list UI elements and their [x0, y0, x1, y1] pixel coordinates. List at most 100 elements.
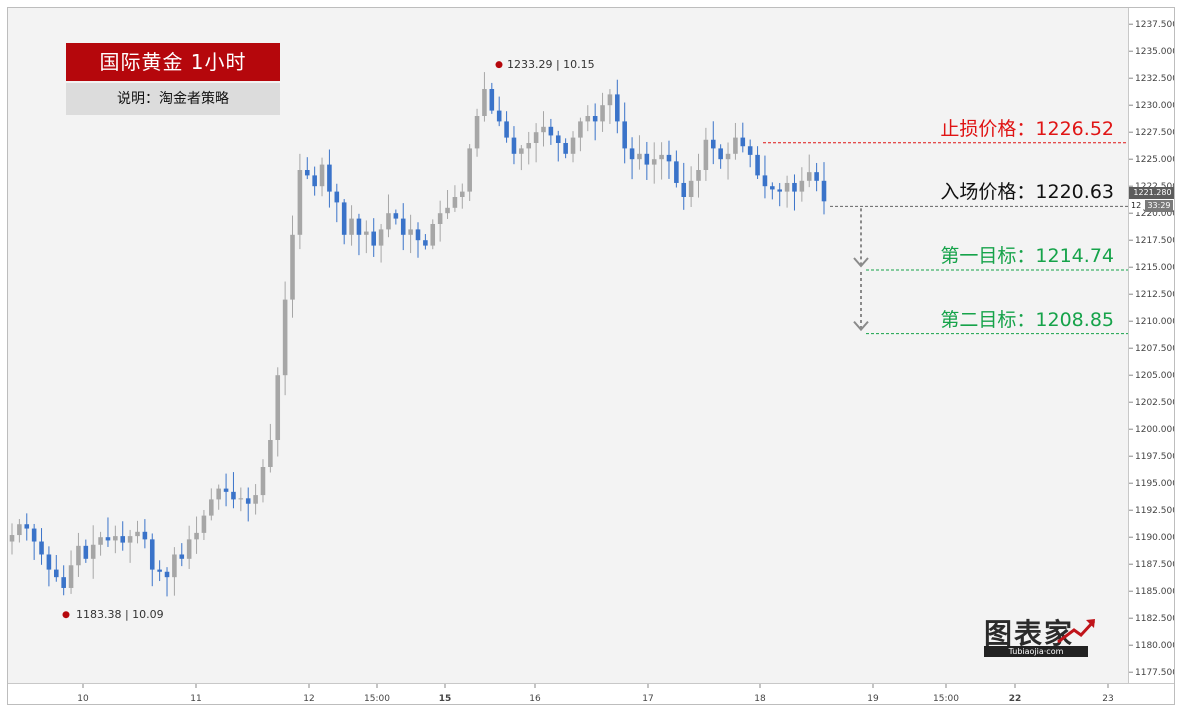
chart-frame: 国际黄金 1小时 说明：淘金者策略 止损价格：1226.52 入场价格：1220… [7, 7, 1175, 705]
candle-body [526, 143, 532, 149]
price-axis-ticks: 1237.500 1235.000 1232.500 1230.000 1227.500… [1129, 20, 1175, 678]
level-lines [763, 142, 1128, 335]
candle-body [231, 491, 236, 500]
price-tick-label: 1215.000 [1135, 263, 1175, 273]
time-tick-label: 19 [867, 694, 879, 704]
candle-body [386, 213, 391, 230]
candle-body [511, 137, 517, 154]
candle-body [762, 175, 768, 187]
candle-body [76, 545, 81, 566]
price-tick-label: 1222.500 [1135, 182, 1175, 192]
candle-body [770, 186, 775, 190]
candle-body [415, 229, 421, 241]
candle-body [629, 148, 635, 160]
candle-body [437, 213, 443, 224]
price-markers [62, 61, 503, 619]
candle-body [659, 154, 664, 160]
candle-body [688, 180, 694, 197]
candle-body [496, 110, 502, 122]
candle-body [467, 148, 472, 192]
candle-body [681, 182, 687, 197]
price-tick-label: 1225.000 [1135, 155, 1175, 165]
plot-area[interactable] [8, 8, 1128, 683]
candle-body [319, 164, 325, 187]
candle-body [201, 515, 207, 533]
candle-body [194, 532, 199, 540]
entry-price-label: 入场价格：1220.63 [940, 181, 1114, 204]
high-marker-label: 1233.29 | 10.15 [507, 57, 595, 71]
candle-body [747, 146, 753, 155]
price-tick-label: 1232.500 [1135, 74, 1175, 84]
candle-body [127, 536, 133, 543]
candle-body [740, 137, 746, 147]
candle-body [179, 554, 185, 559]
candle-body [253, 495, 258, 504]
candle-body [304, 170, 310, 176]
candle-body [563, 143, 568, 154]
candle-body [356, 218, 362, 235]
logo-arrow-icon [1057, 619, 1096, 644]
price-tick-label: 1200.000 [1135, 425, 1175, 435]
time-tick-label: 15 [439, 694, 452, 704]
time-axis-ticks: 10 11 12 15:00 15 16 17 18 19 15:00 22 23 [77, 684, 1114, 704]
candle-body [393, 213, 399, 219]
candle-body [290, 234, 295, 300]
candle-body [799, 180, 805, 192]
candle-body [46, 554, 52, 570]
candle-body [371, 231, 376, 246]
price-tick-label: 1190.000 [1135, 533, 1175, 543]
candle-body [9, 535, 15, 542]
price-tick-label: 1195.000 [1135, 479, 1175, 489]
candle-body [814, 172, 819, 181]
candle-body [54, 569, 59, 578]
candle-body [349, 218, 354, 235]
candle-body [733, 137, 738, 154]
brand-logo: 图表家 Tubiaojia·com [984, 612, 1096, 658]
candle-body [157, 569, 162, 572]
candle-body [223, 488, 229, 492]
logo-chinese-text: 图表家 [984, 617, 1075, 650]
candle-body [784, 182, 790, 192]
candle-body [238, 498, 244, 500]
target-two-label: 第二目标：1208.85 [940, 308, 1114, 331]
candle-body [378, 229, 384, 246]
candle-body [61, 577, 66, 588]
low-marker-dot [62, 611, 70, 619]
candlestick-series [9, 72, 827, 597]
price-axis[interactable]: 1237.500 1235.000 1232.500 1230.000 1227.500… [1128, 8, 1175, 683]
candle-body [600, 105, 605, 122]
current-price-tag: 1221.280 [1129, 187, 1174, 200]
candle-body [275, 375, 281, 440]
high-marker-dot [495, 61, 503, 69]
price-tick-label: 1192.500 [1135, 506, 1175, 516]
candle-body [474, 116, 480, 149]
chart-subtitle: 说明：淘金者策略 [66, 83, 280, 115]
chart-title: 国际黄金 1小时 [66, 43, 280, 81]
candle-body [83, 545, 89, 559]
candle-body [164, 571, 170, 578]
time-axis[interactable]: 10 11 12 15:00 15 16 17 18 19 15:00 22 23 [8, 683, 1174, 704]
candle-body [312, 175, 317, 187]
candle-body [674, 161, 679, 183]
candle-body [725, 153, 731, 160]
candle-body [186, 539, 192, 559]
candle-body [24, 524, 30, 529]
time-tick-label: 22 [1009, 694, 1022, 704]
candle-body [703, 139, 709, 170]
price-tick-label: 1180.000 [1135, 641, 1175, 651]
candle-body [644, 153, 650, 165]
candle-body [327, 164, 332, 192]
price-tick-label: 1185.000 [1135, 587, 1175, 597]
candle-body [142, 531, 148, 540]
price-tick-label: 1177.500 [1135, 668, 1175, 678]
low-marker-label: 1183.38 | 10.09 [76, 607, 164, 621]
price-tick-label: 1235.000 [1135, 47, 1175, 57]
candle-body [504, 121, 509, 138]
price-tick-label: 1182.500 [1135, 614, 1175, 624]
candle-body [541, 126, 546, 133]
candle-body [519, 148, 524, 154]
candle-body [245, 498, 251, 504]
candle-body [696, 170, 701, 181]
candle-body [777, 189, 782, 192]
price-tick-label: 1210.000 [1135, 317, 1175, 327]
